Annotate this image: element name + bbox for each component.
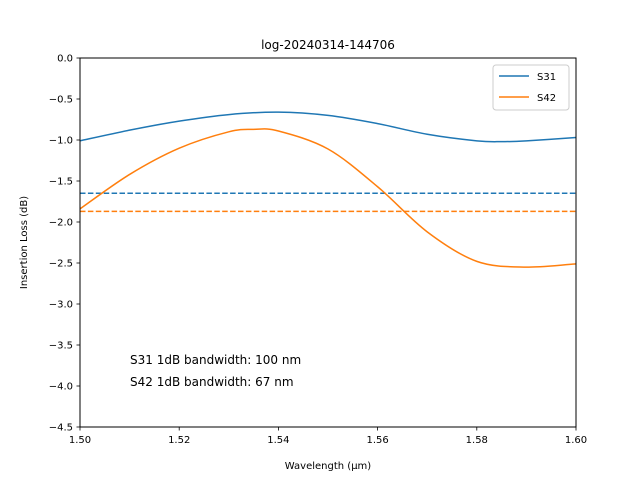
- x-axis-label: Wavelength (μm): [285, 461, 372, 472]
- annotation-s31-bandwidth: S31 1dB bandwidth: 100 nm: [130, 353, 301, 367]
- y-tick-label: −2.5: [49, 259, 73, 270]
- y-axis-label: Insertion Loss (dB): [19, 196, 30, 289]
- y-tick-label: −4.5: [49, 423, 73, 434]
- y-tick-label: 0.0: [57, 54, 73, 65]
- x-tick-label: 1.52: [168, 435, 190, 446]
- legend: S31 S42: [492, 64, 570, 111]
- annotation-s42-bandwidth: S42 1dB bandwidth: 67 nm: [130, 375, 294, 389]
- series-line-s31: [79, 111, 577, 143]
- x-tick-label: 1.60: [565, 435, 587, 446]
- x-tick-label: 1.56: [366, 435, 388, 446]
- x-tick-label: 1.54: [267, 435, 289, 446]
- plot-area: [80, 58, 576, 427]
- y-tick-label: −1.5: [49, 177, 73, 188]
- y-tick-label: −3.0: [49, 300, 73, 311]
- y-tick-label: −3.5: [49, 341, 73, 352]
- x-tick-label: 1.50: [69, 435, 91, 446]
- legend-box: [492, 64, 570, 111]
- legend-label-s42: S42: [537, 93, 556, 104]
- x-axis-ticks: 1.50 1.52 1.54 1.56 1.58 1.60: [69, 427, 587, 446]
- plot-frame: [79, 57, 577, 428]
- reference-lines: [80, 192, 576, 213]
- chart-title: log-20240314-144706: [261, 38, 395, 52]
- legend-label-s31: S31: [537, 72, 556, 83]
- x-tick-label: 1.58: [466, 435, 488, 446]
- series-line-s42: [79, 128, 577, 268]
- y-axis-ticks: 0.0 −0.5 −1.0 −1.5 −2.0 −2.5 −3.0 −3.5 −4.0 −4.5: [49, 54, 80, 434]
- y-tick-label: −0.5: [49, 95, 73, 106]
- y-tick-label: −1.0: [49, 136, 73, 147]
- y-tick-label: −2.0: [49, 218, 73, 229]
- y-tick-label: −4.0: [49, 382, 73, 393]
- series-lines: [79, 111, 577, 268]
